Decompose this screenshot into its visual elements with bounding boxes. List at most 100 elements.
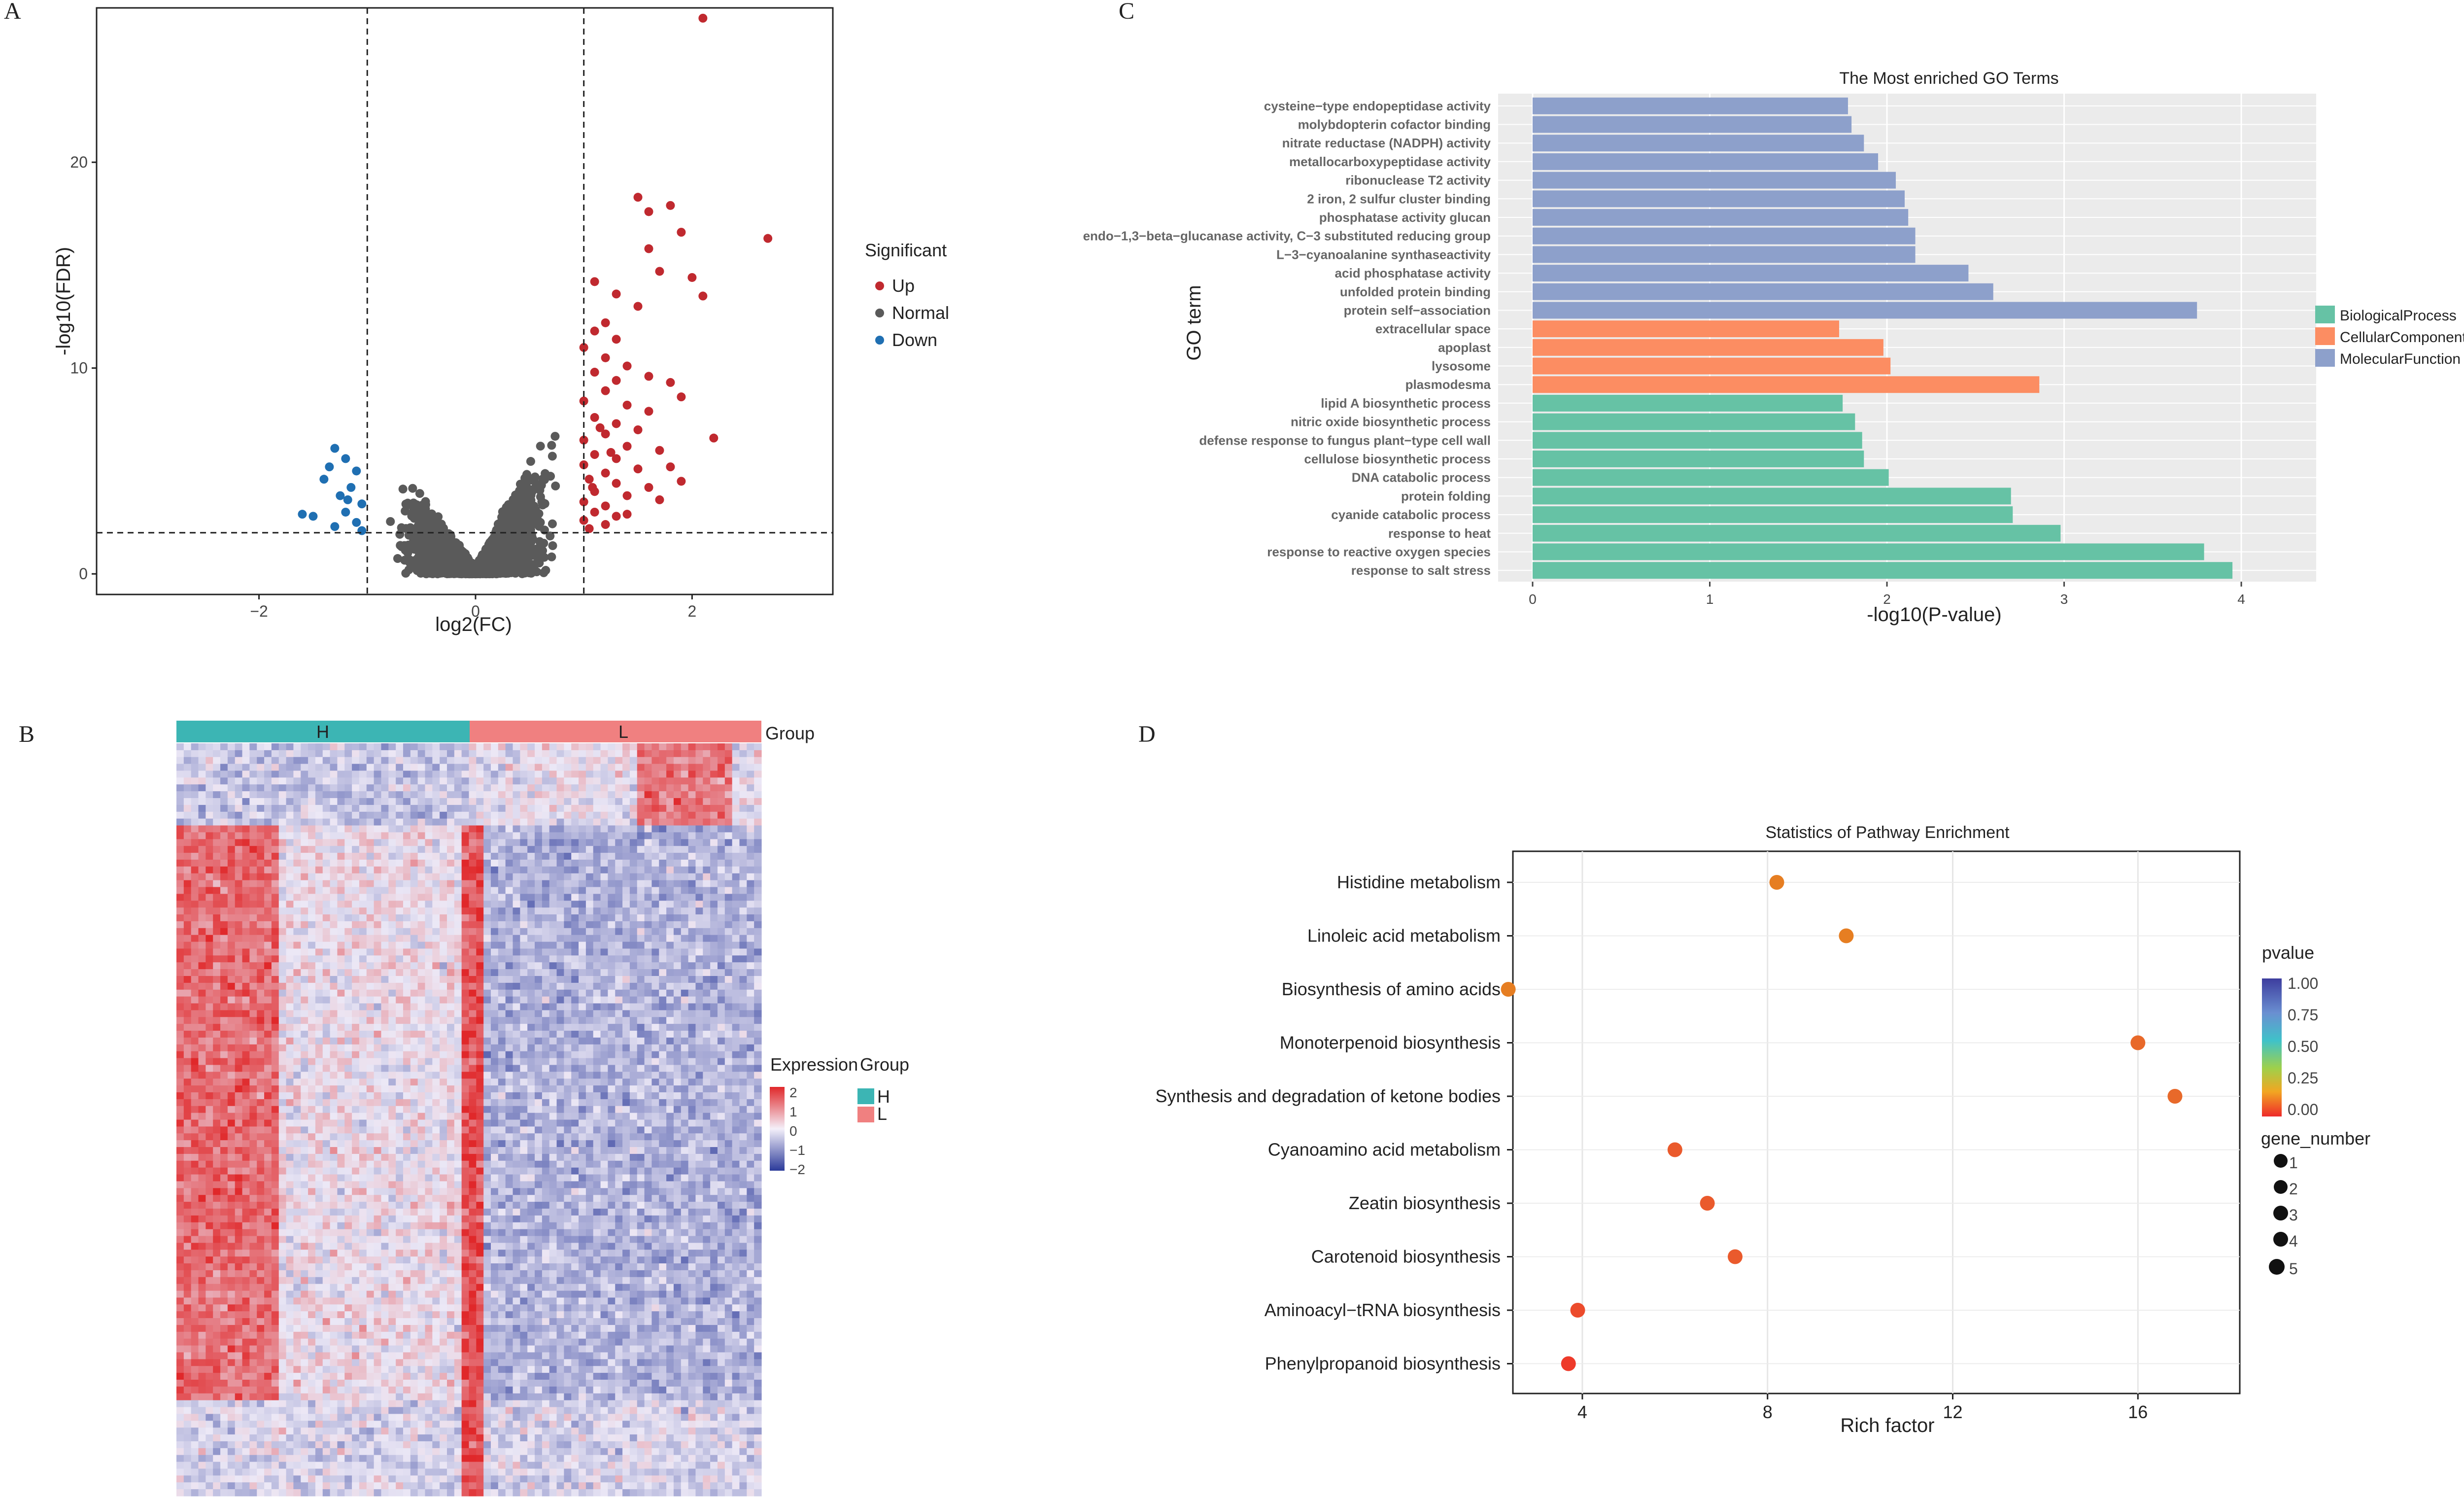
heatmap-cell — [227, 804, 236, 812]
heatmap-cell — [556, 777, 564, 785]
heatmap-cell — [381, 777, 389, 785]
heatmap-cell — [440, 784, 447, 792]
heatmap-cell — [651, 777, 659, 785]
heatmap-cell — [476, 757, 484, 765]
heatmap-cell — [337, 764, 345, 771]
normal-point — [527, 521, 536, 530]
normal-point — [548, 452, 557, 461]
heatmap-cell — [446, 811, 455, 819]
heatmap-cell — [549, 777, 557, 785]
heatmap-cell — [381, 798, 389, 805]
heatmap-cell — [388, 777, 396, 785]
heatmap-cell — [703, 777, 711, 785]
heatmap-cell — [629, 798, 638, 805]
heatmap-cell — [352, 750, 360, 758]
heatmap-cell — [301, 784, 308, 792]
heatmap-cell — [366, 798, 375, 805]
heatmap-cell — [739, 784, 747, 792]
heatmap-cells — [176, 743, 762, 1497]
heatmap-cell — [242, 750, 250, 758]
heatmap-cell — [593, 818, 601, 826]
heatmap-cell — [527, 811, 535, 819]
heatmap-cell — [440, 818, 447, 826]
heatmap-cell — [235, 777, 243, 785]
heatmap-cell — [549, 804, 557, 812]
heatmap-cell — [213, 791, 221, 799]
heatmap-cell — [352, 743, 360, 751]
heatmap-cell — [235, 791, 243, 799]
heatmap-cell — [710, 811, 718, 819]
heatmap-cell — [220, 798, 228, 805]
heatmap-cell — [593, 811, 601, 819]
heatmap-cell — [564, 791, 572, 799]
heatmap-cell — [242, 764, 250, 771]
heatmap-cell — [454, 804, 462, 812]
heatmap-cell — [249, 757, 257, 765]
heatmap-cell — [717, 818, 725, 826]
heatmap-cell — [359, 764, 367, 771]
heatmap-cell — [469, 743, 477, 751]
normal-point — [416, 545, 426, 554]
heatmap-cell — [308, 798, 316, 805]
heatmap-cell — [410, 757, 418, 765]
go-bar — [1533, 320, 1839, 338]
heatmap-cell — [213, 818, 221, 826]
heatmap-cell — [410, 811, 418, 819]
heatmap-cell — [739, 750, 747, 758]
heatmap-cell — [417, 743, 426, 751]
heatmap-cell — [491, 784, 499, 792]
heatmap-cell — [454, 743, 462, 751]
heatmap-cell — [724, 743, 733, 751]
heatmap-cell — [198, 743, 206, 751]
heatmap-cell — [615, 791, 623, 799]
heatmap-cell — [446, 818, 455, 826]
heatmap-cell — [374, 818, 382, 826]
heatmap-cell — [703, 811, 711, 819]
heatmap-cell — [585, 811, 594, 819]
heatmap-cell — [469, 811, 477, 819]
down-point — [325, 462, 334, 472]
heatmap-cell — [198, 798, 206, 805]
heatmap-cell — [344, 798, 352, 805]
heatmap-cell — [681, 791, 689, 799]
heatmap-cell — [615, 757, 623, 765]
heatmap-cell — [315, 791, 323, 799]
heatmap-cell — [622, 764, 630, 771]
normal-point — [423, 566, 433, 575]
heatmap-cell — [183, 777, 192, 785]
heatmap-cell — [681, 743, 689, 751]
heatmap-cell — [651, 757, 659, 765]
heatmap-cell — [264, 764, 272, 771]
heatmap-cell — [337, 770, 345, 778]
heatmap-cell — [695, 804, 703, 812]
heatmap-cell — [322, 743, 331, 751]
heatmap-cell — [388, 804, 396, 812]
heatmap-cell — [520, 811, 528, 819]
heatmap-cell — [629, 804, 638, 812]
heatmap-cell — [681, 770, 689, 778]
heatmap-cell — [396, 750, 404, 758]
heatmap-cell — [542, 750, 550, 758]
heatmap-cell — [278, 764, 287, 771]
heatmap-cell — [747, 804, 754, 812]
heatmap-cell — [315, 804, 323, 812]
heatmap-cell — [571, 804, 579, 812]
heatmap-cell — [235, 770, 243, 778]
heatmap-cell — [651, 764, 659, 771]
heatmap-cell — [227, 764, 236, 771]
heatmap-cell — [235, 764, 243, 771]
heatmap-cell — [681, 818, 689, 826]
heatmap-cell — [440, 750, 447, 758]
go-term-label: acid phosphatase activity — [1335, 266, 1491, 280]
heatmap-cell — [352, 818, 360, 826]
heatmap-cell — [410, 791, 418, 799]
legend-bp-key — [2315, 306, 2335, 323]
up-point — [763, 234, 773, 243]
heatmap-cell — [176, 811, 184, 819]
heatmap-cell — [366, 770, 375, 778]
heatmap-cell — [491, 757, 499, 765]
heatmap-cell — [498, 804, 506, 812]
heatmap-cell — [330, 811, 338, 819]
heatmap-cell — [659, 818, 667, 826]
heatmap-cell — [227, 811, 236, 819]
